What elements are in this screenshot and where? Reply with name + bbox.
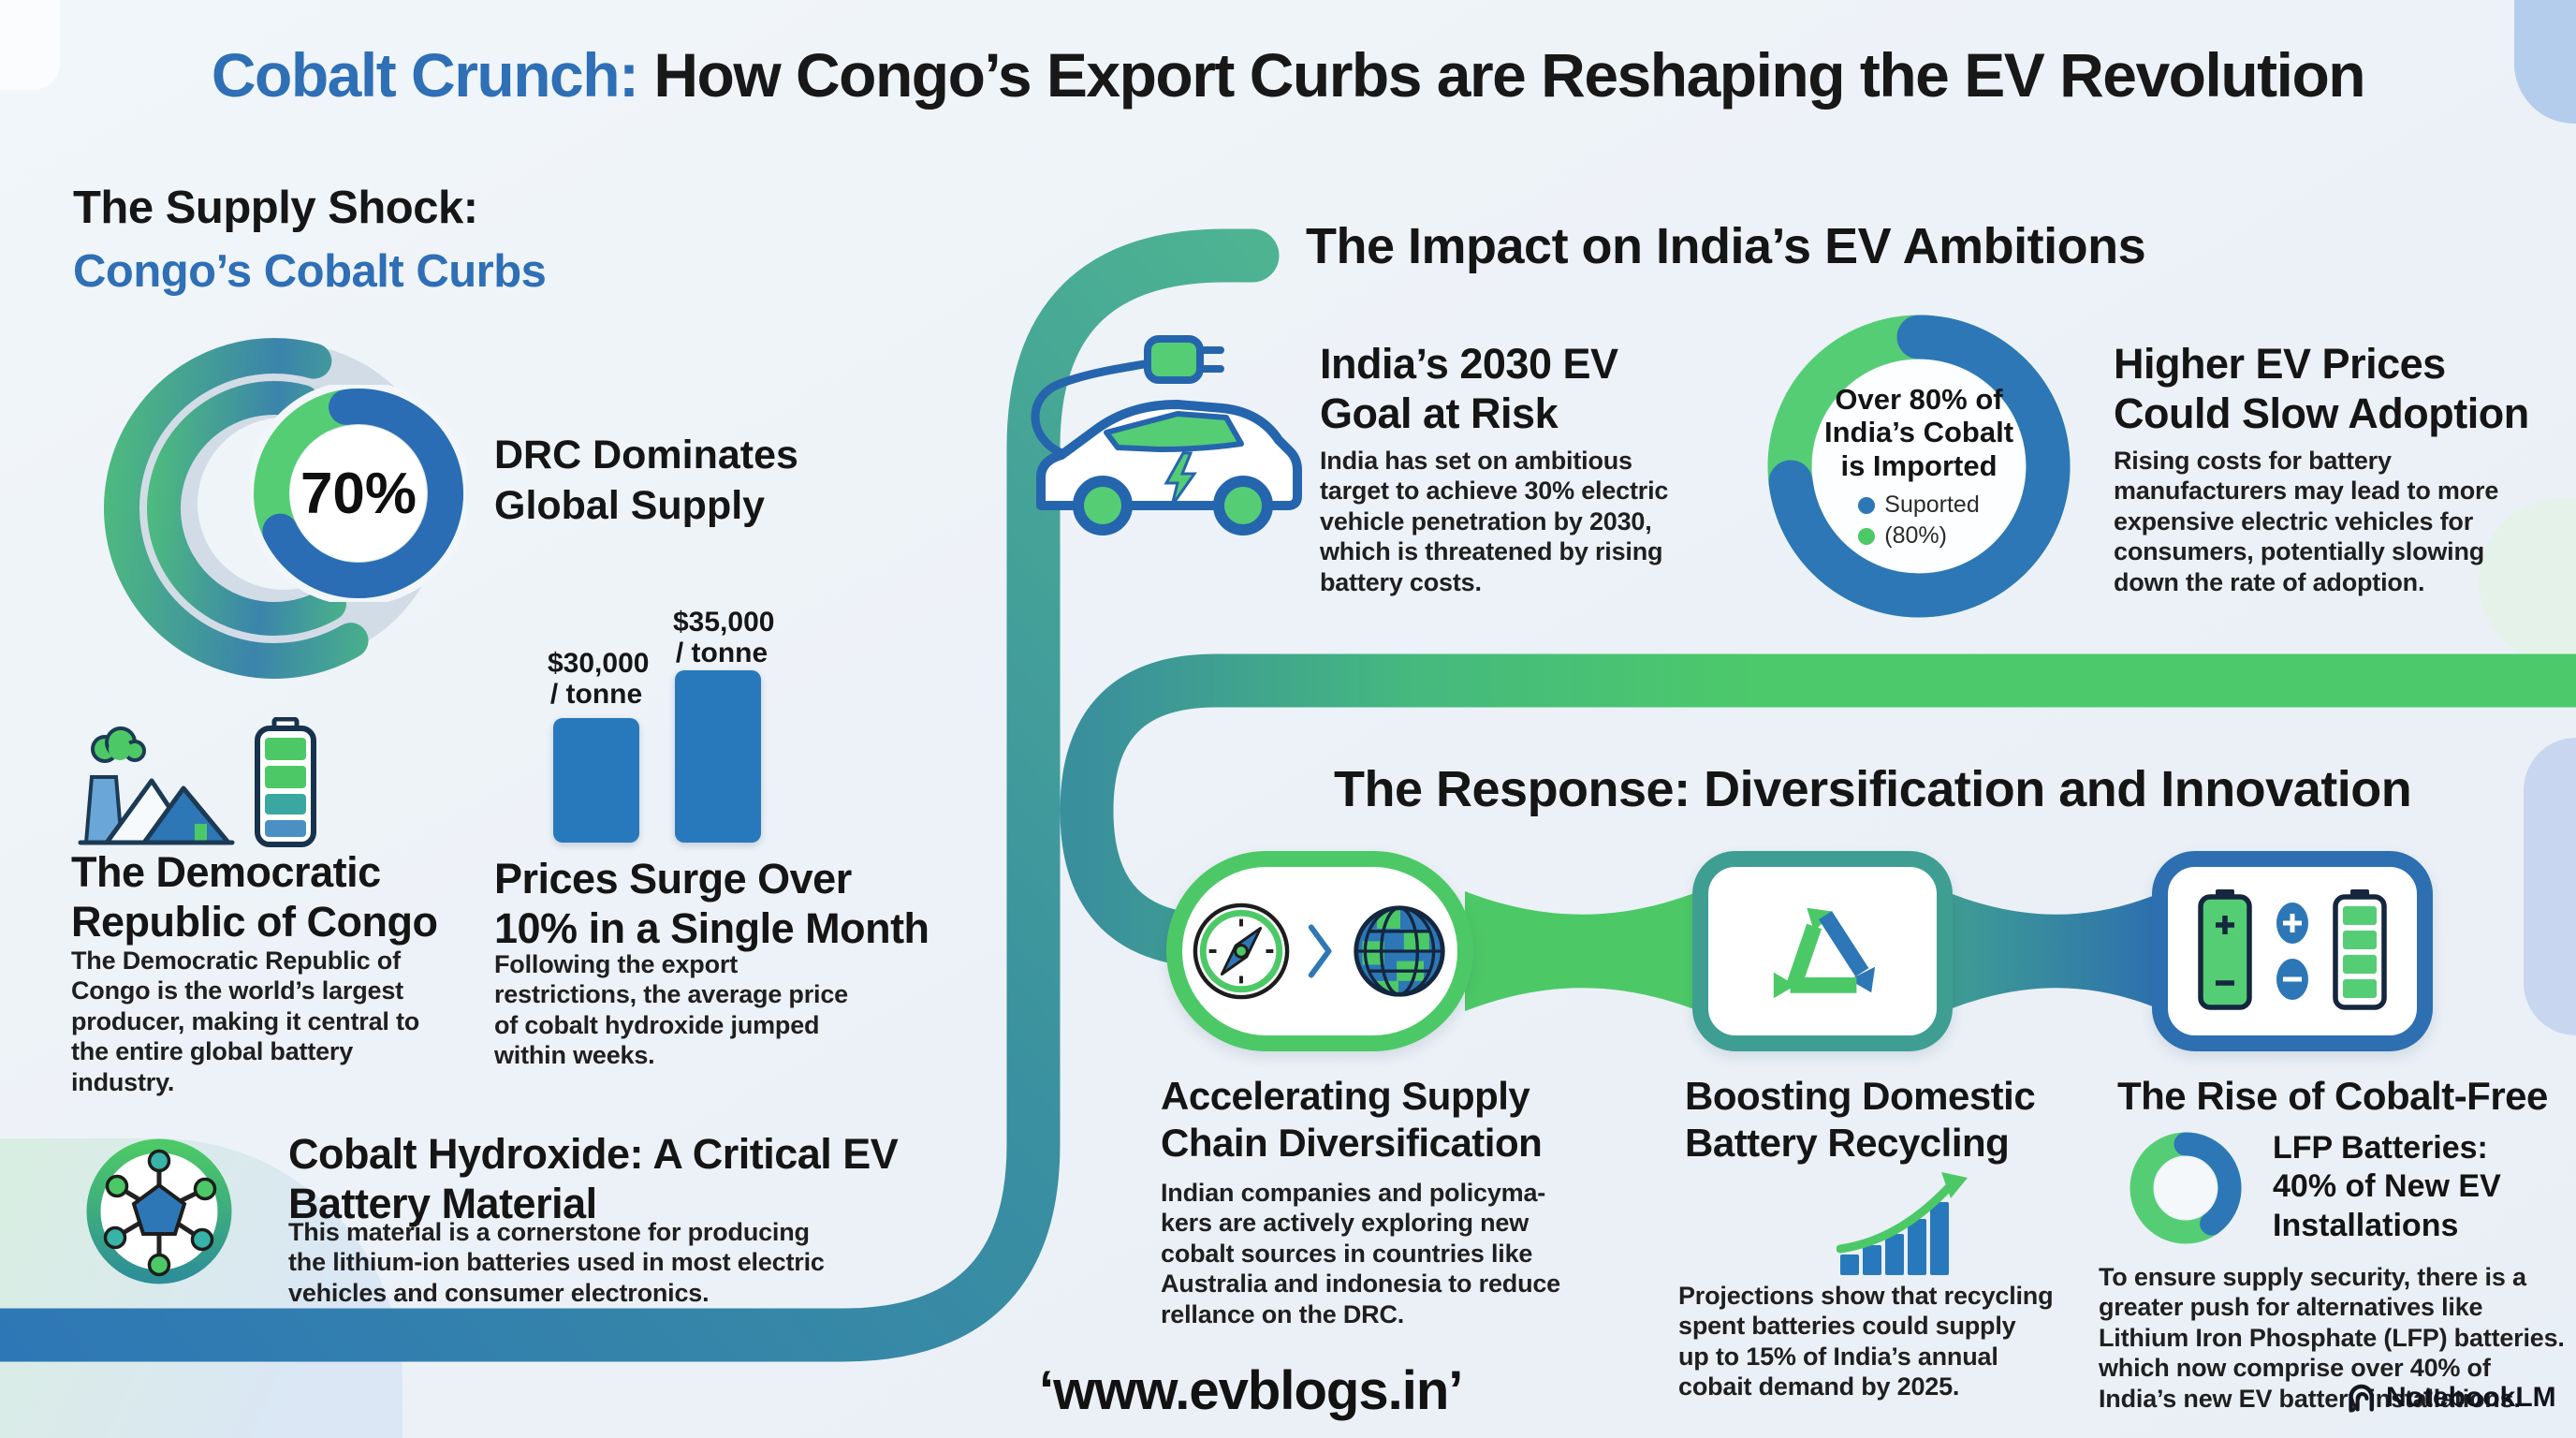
supply-shock-heading-line1: The Supply Shock: bbox=[73, 183, 478, 233]
corner-blob-top-left bbox=[0, 0, 60, 90]
diversification-heading: Accelerating Supply Chain Diversificatio… bbox=[1161, 1074, 1543, 1166]
drc-share-caption: DRC Dominates Global Supply bbox=[494, 433, 798, 528]
mining-factory-icon bbox=[78, 726, 235, 845]
diversification-badge bbox=[1166, 851, 1473, 1051]
notebooklm-credit: NotebookLM bbox=[2348, 1382, 2556, 1414]
legend-80: (80%) bbox=[1858, 522, 1947, 550]
hydroxide-body: This material is a cornerstone for produ… bbox=[288, 1218, 825, 1307]
import-donut-center: Over 80% of India’s Cobalt is Imported S… bbox=[1762, 309, 2076, 624]
page-title-highlight: Cobalt Crunch: bbox=[211, 40, 639, 110]
legend-supported-label: Suported bbox=[1884, 492, 1980, 519]
recycle-icon bbox=[1773, 907, 1876, 999]
ev-car-icon bbox=[1031, 335, 1302, 536]
bar-label-35000: $35,000 / tonne bbox=[673, 607, 775, 668]
recycling-body: Projections show that recycling spent ba… bbox=[1678, 1282, 2054, 1401]
cobalt-free-badge bbox=[2152, 851, 2433, 1051]
legend-supported: Suported bbox=[1858, 492, 1980, 519]
price-surge-heading: Prices Surge Over 10% in a Single Month bbox=[494, 855, 929, 953]
price-bar-chart: $30,000 / tonne $35,000 / tonne bbox=[548, 607, 791, 843]
notebooklm-icon bbox=[2349, 1384, 2374, 1412]
battery-pack-icon bbox=[2198, 889, 2387, 1010]
growth-chart-icon bbox=[1837, 1172, 1968, 1275]
edge-blob-blue-right bbox=[2524, 738, 2576, 1035]
legend-dot-blue bbox=[1858, 496, 1876, 514]
import-donut bbox=[1767, 315, 2071, 618]
goal-heading: India’s 2030 EV Goal at Risk bbox=[1320, 340, 1618, 438]
impact-title: The Impact on India’s EV Ambitions bbox=[1306, 218, 2146, 274]
compass-icon bbox=[1193, 902, 1290, 1000]
legend-dot-green bbox=[1858, 527, 1876, 545]
drc-share-value: 70% bbox=[300, 461, 417, 526]
notebooklm-label: NotebookLM bbox=[2386, 1382, 2556, 1413]
lfp-body: To ensure supply security, there is a gr… bbox=[2099, 1263, 2565, 1413]
drc-share-donut bbox=[250, 385, 467, 602]
supply-shock-heading-line2: Congo’s Cobalt Curbs bbox=[73, 246, 547, 297]
diversification-body: Indian companies and policyma- kers are … bbox=[1161, 1179, 1560, 1328]
bar-35000 bbox=[675, 670, 761, 843]
lfp-stat: LFP Batteries: 40% of New EV Installatio… bbox=[2273, 1130, 2501, 1243]
hydroxide-heading: Cobalt Hydroxide: A Critical EV Battery … bbox=[288, 1130, 899, 1228]
goal-body: India has set on ambitious target to ach… bbox=[1320, 447, 1669, 596]
import-donut-legend: Suported (80%) bbox=[1858, 492, 1980, 550]
drc-heading: The Democratic Republic of Congo bbox=[71, 848, 438, 946]
import-donut-center-text: Over 80% of India’s Cobalt is Imported bbox=[1823, 382, 2014, 482]
bar-label-30000: $30,000 / tonne bbox=[548, 648, 650, 710]
page-title: Cobalt Crunch: How Congo’s Export Curbs … bbox=[0, 39, 2576, 110]
lfp-donut bbox=[2130, 1132, 2242, 1244]
legend-80-label: (80%) bbox=[1884, 522, 1947, 550]
price-surge-body: Following the export restrictions, the a… bbox=[494, 950, 848, 1070]
higher-prices-heading: Higher EV Prices Could Slow Adoption bbox=[2114, 340, 2529, 438]
website-text: ‘www.evblogs.in’ bbox=[1039, 1360, 1463, 1421]
bar-30000 bbox=[553, 718, 639, 843]
higher-prices-body: Rising costs for battery manufacturers m… bbox=[2114, 447, 2499, 596]
chevron-right-icon bbox=[1308, 924, 1332, 978]
response-title: The Response: Diversification and Innova… bbox=[1334, 761, 2412, 817]
recycling-badge bbox=[1692, 851, 1953, 1051]
drc-body: The Democratic Republic of Congo is the … bbox=[71, 946, 420, 1096]
battery-level-icon bbox=[255, 717, 316, 847]
page-title-rest: How Congo’s Export Curbs are Reshaping t… bbox=[637, 40, 2365, 110]
molecule-icon bbox=[86, 1138, 232, 1284]
globe-icon bbox=[1354, 905, 1445, 997]
cobalt-free-heading: The Rise of Cobalt-Free bbox=[2117, 1074, 2548, 1118]
recycling-heading: Boosting Domestic Battery Recycling bbox=[1685, 1074, 2036, 1166]
